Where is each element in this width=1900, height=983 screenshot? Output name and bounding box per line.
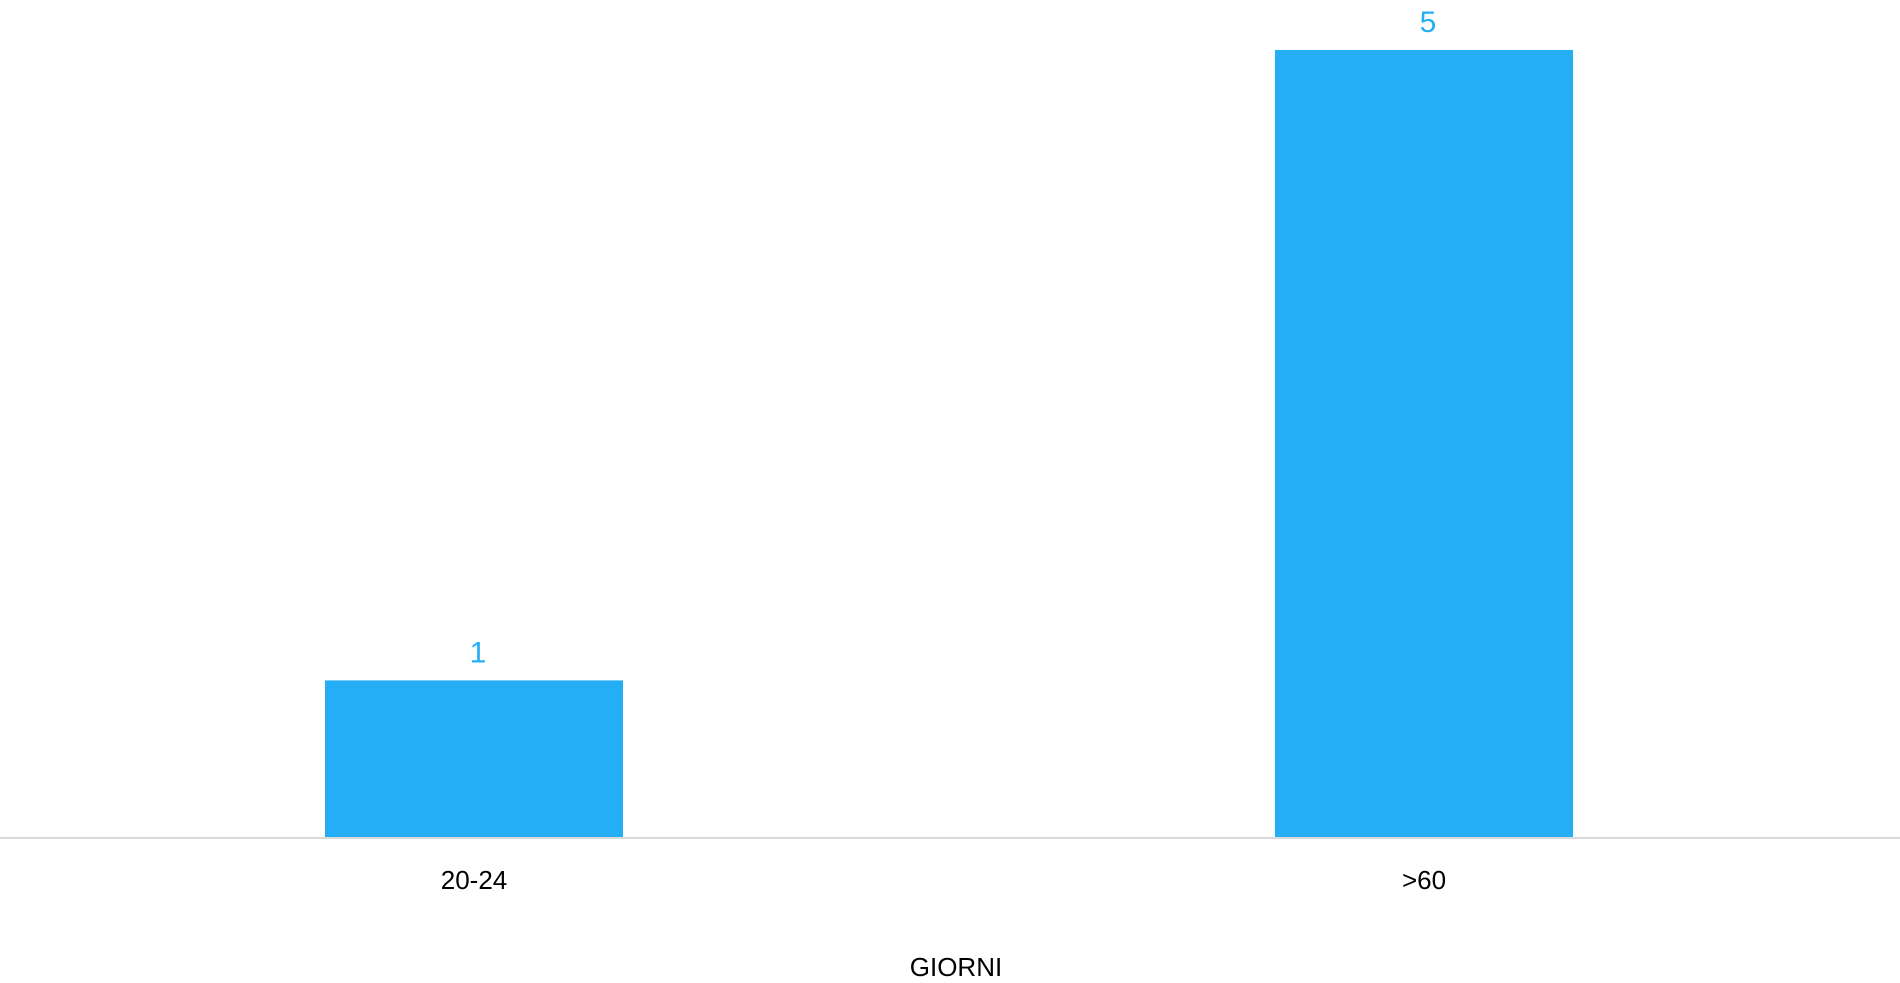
x-axis-title: GIORNI xyxy=(910,952,1002,982)
x-tick-label-0: 20-24 xyxy=(441,865,508,895)
data-label-0: 1 xyxy=(470,636,487,669)
data-label-1: 5 xyxy=(1420,6,1437,39)
x-tick-label-1: >60 xyxy=(1402,865,1446,895)
bar-0 xyxy=(325,680,623,838)
bar-1 xyxy=(1275,50,1573,838)
bars-group xyxy=(325,50,1573,838)
x-tick-labels-group: 20-24 >60 xyxy=(441,865,1446,895)
data-labels-group: 15 xyxy=(470,6,1437,669)
